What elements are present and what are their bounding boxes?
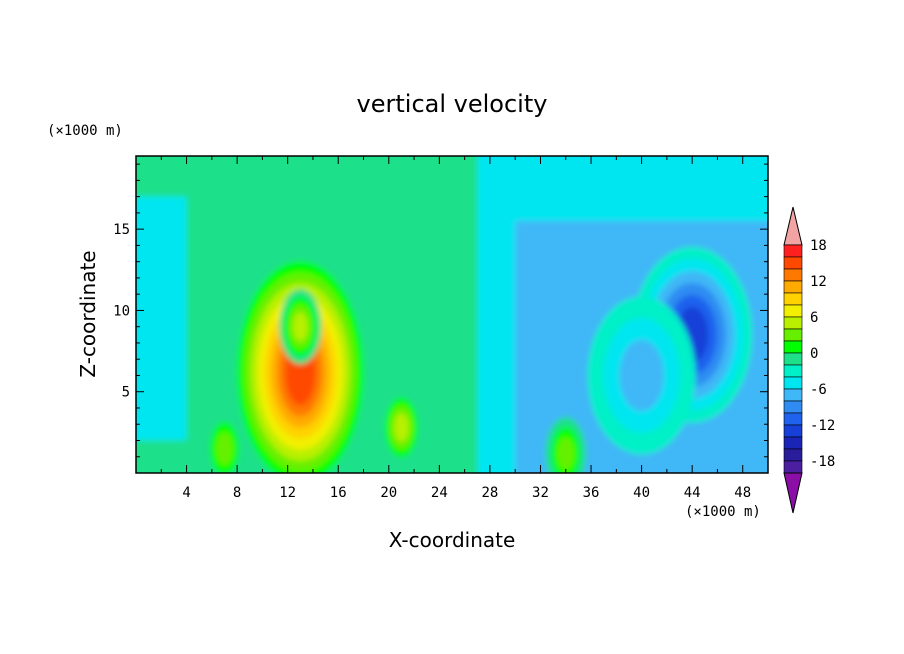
x-tick-label: 36 [583, 485, 600, 501]
colorbar-cell [783, 328, 803, 342]
colorbar-cell [783, 436, 803, 450]
colorbar-cell [783, 340, 803, 354]
x-tick-label: 32 [532, 485, 549, 501]
y-axis-label: Z-coordinate [76, 250, 100, 377]
x-tick-label: 24 [431, 485, 448, 501]
colorbar: 18 12 6 0 -6 -12 -18 [783, 206, 835, 514]
y-axis-ticks: 5 10 15 [113, 163, 768, 458]
x-tick-label: 12 [279, 485, 296, 501]
x-tick-label: 44 [684, 485, 701, 501]
x-units-label: (×1000 m) [685, 504, 761, 520]
colorbar-tick-label: -18 [810, 454, 835, 470]
colorbar-cell [783, 424, 803, 438]
colorbar-tick-label: 12 [810, 274, 827, 290]
x-axis-label: X-coordinate [389, 528, 516, 552]
chart-title: vertical velocity [357, 90, 548, 118]
x-tick-label: 48 [734, 485, 751, 501]
colorbar-cell [783, 412, 803, 426]
colorbar-cell [783, 364, 803, 378]
x-tick-label: 8 [233, 485, 241, 501]
field-band [136, 196, 187, 441]
colorbar-cell [783, 388, 803, 402]
colorbar-tick-label: -6 [810, 382, 827, 398]
contour-band [619, 339, 664, 412]
colorbar-tick-label: 6 [810, 310, 818, 326]
colorbar-cell [783, 256, 803, 270]
colorbar-top-triangle [783, 206, 803, 246]
colorbar-cell [783, 376, 803, 390]
colorbar-cell [783, 352, 803, 366]
x-tick-label: 28 [481, 485, 498, 501]
colorbar-cell [783, 316, 803, 330]
colorbar-cell [783, 268, 803, 282]
y-units-label: (×1000 m) [47, 123, 123, 139]
colorbar-cell [783, 244, 803, 258]
x-tick-label: 40 [633, 485, 650, 501]
x-tick-label: 20 [380, 485, 397, 501]
colorbar-cell [783, 304, 803, 318]
y-tick-label: 15 [113, 222, 130, 238]
colorbar-tick-label: -12 [810, 418, 835, 434]
contour-band [216, 432, 233, 466]
x-axis-ticks: 4 8 12 16 20 24 28 32 36 40 44 48 [160, 156, 751, 501]
x-tick-label: 16 [330, 485, 347, 501]
plot-frame [135, 155, 769, 474]
contour-band [557, 436, 575, 470]
colorbar-tick-label: 0 [810, 346, 818, 362]
y-tick-label: 5 [122, 385, 130, 401]
colorbar-cell [783, 280, 803, 294]
colorbar-cell [783, 292, 803, 306]
colorbar-cell [783, 400, 803, 414]
contour-band [394, 413, 409, 442]
colorbar-cell [783, 448, 803, 462]
colorbar-tick-label: 18 [810, 238, 827, 254]
y-tick-label: 10 [113, 303, 130, 319]
colorbar-cell [783, 460, 803, 474]
contour-field [136, 156, 768, 473]
x-tick-label: 4 [182, 485, 190, 501]
colorbar-bottom-triangle [783, 472, 803, 514]
contour-band [293, 312, 308, 342]
